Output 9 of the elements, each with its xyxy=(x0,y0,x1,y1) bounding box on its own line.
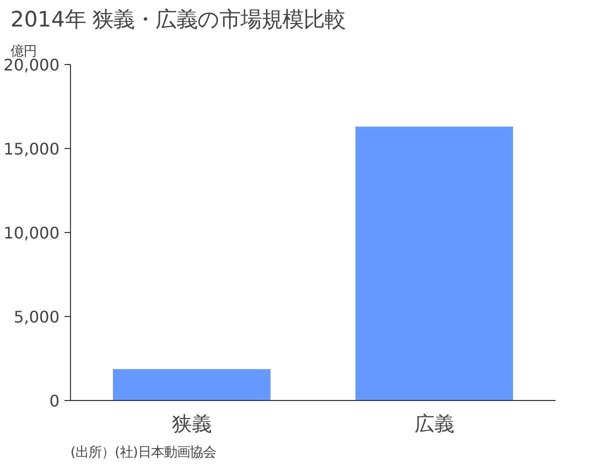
y-tick-label: 10,000 xyxy=(4,224,60,242)
y-tick-label: 15,000 xyxy=(4,140,60,158)
y-tick-label: 0 xyxy=(49,392,60,410)
y-tick-label: 5,000 xyxy=(14,308,60,326)
x-tick-label: 広義 xyxy=(414,412,454,436)
chart-title: 2014年 狭義・広義の市場規模比較 xyxy=(10,8,346,32)
x-tick-label: 狭義 xyxy=(172,412,212,436)
y-axis-title: 億円 xyxy=(10,44,36,60)
text: (出所）(社)日本動画協会 xyxy=(70,446,216,460)
